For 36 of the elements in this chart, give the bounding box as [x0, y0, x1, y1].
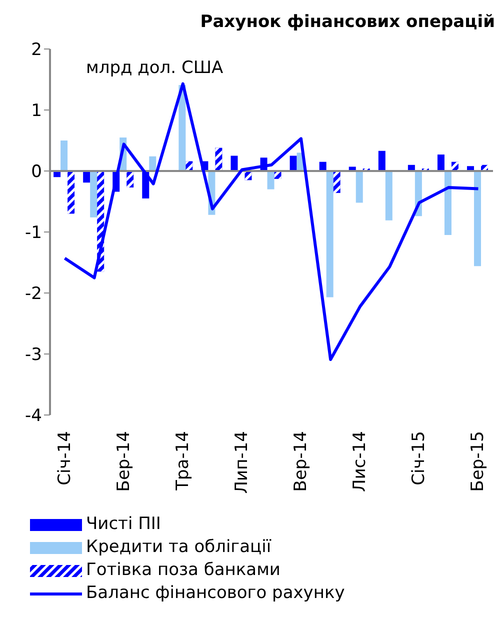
x-tick-label: Тра-14 [172, 431, 193, 492]
bar [444, 171, 452, 236]
line-series [63, 82, 480, 361]
annotation: млрд дол. США [86, 58, 224, 78]
y-tick-label: -1 [25, 223, 42, 244]
bar [149, 156, 156, 171]
bar [378, 150, 386, 171]
x-tick-label: Бер-15 [468, 431, 488, 492]
x-tick-label: Бер-14 [114, 431, 134, 492]
bar [290, 156, 297, 171]
legend-label: Готівка поза банками [86, 559, 280, 582]
x-tick-label: Вер-14 [291, 431, 312, 492]
legend-label: Кредити та облігації [86, 536, 272, 559]
legend-label: Баланс фінансового рахунку [86, 582, 345, 605]
y-tick-label: 2 [31, 40, 42, 60]
x-tick-label: Лип-14 [232, 431, 252, 494]
y-tick-label: -4 [25, 406, 42, 426]
bar [230, 156, 238, 171]
y-tick-label: -2 [25, 284, 42, 304]
y-tick-label: 0 [31, 162, 42, 182]
y-tick-label: 1 [31, 101, 42, 122]
bar [326, 171, 334, 298]
bar [385, 171, 392, 220]
bar [474, 171, 482, 266]
x-tick-label: Січ-14 [54, 431, 75, 486]
x-tick-label: Січ-15 [409, 431, 430, 486]
chart-title: Рахунок фінансових операцій [200, 12, 495, 32]
bar [60, 140, 68, 171]
x-tick-label: Лис-14 [350, 431, 370, 492]
legend-label: Чисті ПІІ [86, 513, 161, 536]
bar [83, 171, 90, 183]
bar [356, 171, 363, 203]
bar [437, 154, 444, 171]
bar [90, 171, 98, 218]
bar [267, 171, 274, 190]
y-tick-label: -3 [25, 345, 42, 366]
